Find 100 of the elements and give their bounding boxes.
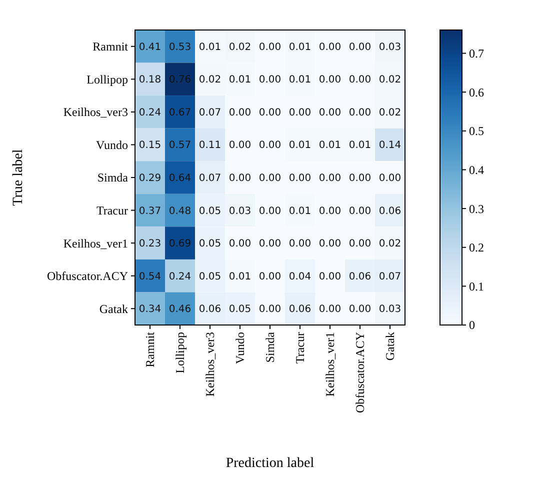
data-label: 0.00 (348, 74, 372, 86)
data-label: 0.24 (168, 271, 192, 282)
data-label: 0.00 (258, 42, 282, 53)
data-label: 0.00 (288, 107, 312, 118)
data-label: 0.00 (228, 238, 252, 250)
y-tick-label: Keilhos_ver1 (63, 236, 128, 250)
data-label: 0.01 (348, 140, 372, 152)
y-tick-label: Ramnit (92, 40, 129, 54)
data-label: 0.53 (168, 42, 192, 53)
data-label: 0.00 (258, 206, 282, 217)
data-label: 0.00 (318, 238, 342, 250)
data-label: 0.05 (198, 271, 222, 282)
x-tick-label: Ramnit (143, 331, 157, 368)
data-label: 0.00 (378, 173, 402, 184)
data-label: 0.02 (378, 238, 402, 250)
data-label: 0.05 (198, 206, 222, 217)
data-label: 0.00 (258, 238, 282, 250)
data-label: 0.00 (258, 74, 282, 86)
data-label: 0.00 (348, 238, 372, 250)
y-tick-label: Simda (97, 170, 129, 185)
data-label: 0.00 (258, 107, 282, 118)
color-bar-label: 0.5 (469, 124, 484, 138)
x-tick-label: Obfuscator.ACY (353, 332, 367, 413)
data-label: 0.00 (318, 271, 342, 282)
color-bar-label: 0.4 (469, 162, 484, 177)
data-label: 0.00 (258, 271, 282, 282)
x-tick-label: Vundo (233, 332, 247, 364)
x-tick-label: Keilhos_ver3 (203, 332, 217, 397)
y-tick-label: Obfuscator.ACY (47, 269, 128, 284)
data-label: 0.02 (228, 42, 252, 53)
data-label: 0.48 (168, 206, 192, 217)
color-bar-label: 0 (469, 318, 475, 332)
data-label: 0.02 (378, 74, 402, 86)
x-tick-label: Simda (263, 331, 277, 363)
x-tick-label: Tracur (293, 332, 307, 364)
data-label: 0.11 (198, 140, 222, 152)
data-label: 0.41 (138, 42, 162, 53)
data-label: 0.02 (198, 74, 222, 86)
y-tick-label: Lollipop (86, 72, 128, 86)
data-label: 0.01 (288, 206, 312, 217)
data-label: 0.00 (318, 206, 342, 217)
color-bar-label: 0.2 (469, 240, 484, 255)
data-label: 0.05 (198, 238, 222, 250)
data-label: 0.00 (288, 173, 312, 184)
data-label: 0.01 (288, 42, 312, 53)
data-label: 0.23 (138, 238, 162, 250)
data-label: 0.06 (288, 304, 312, 316)
x-tick-label: Gatak (383, 332, 397, 361)
data-label: 0.03 (378, 42, 402, 53)
data-label: 0.07 (378, 271, 402, 282)
data-label: 0.76 (168, 74, 192, 86)
data-label: 0.00 (348, 107, 372, 118)
data-label: 0.03 (228, 206, 252, 217)
data-label: 0.57 (168, 140, 192, 152)
data-label: 0.00 (288, 238, 312, 250)
data-label: 0.01 (228, 271, 252, 282)
data-label: 0.37 (138, 206, 162, 217)
data-label: 0.06 (198, 304, 222, 316)
data-label: 0.03 (378, 304, 402, 316)
data-label: 0.01 (288, 140, 312, 152)
color-bar-label: 0.6 (469, 85, 484, 100)
data-label: 0.01 (228, 74, 252, 86)
y-tick-label: Gatak (99, 302, 128, 316)
data-label: 0.05 (228, 304, 252, 316)
color-bar-label: 0.3 (469, 202, 484, 216)
data-label: 0.00 (318, 74, 342, 86)
data-label: 0.00 (348, 173, 372, 184)
data-label: 0.00 (318, 107, 342, 118)
data-label: 0.24 (138, 107, 162, 118)
data-label: 0.69 (168, 238, 192, 250)
x-axis-title: Prediction label (226, 456, 314, 471)
y-axis-title: True label (11, 149, 26, 206)
data-label: 0.07 (198, 107, 222, 118)
data-label: 0.34 (138, 304, 162, 316)
data-label: 0.54 (138, 271, 162, 282)
data-label: 0.14 (378, 140, 402, 152)
data-label: 0.00 (258, 304, 282, 316)
data-label: 0.07 (198, 173, 222, 184)
data-label: 0.00 (258, 140, 282, 152)
data-label: 0.00 (348, 304, 372, 316)
data-label: 0.00 (318, 42, 342, 53)
data-label: 0.02 (378, 107, 402, 118)
data-label: 0.00 (228, 140, 252, 152)
color-bar-label: 0.7 (469, 46, 484, 60)
data-label: 0.01 (288, 74, 312, 86)
y-tick-label: Tracur (96, 203, 128, 218)
data-label: 0.00 (258, 173, 282, 184)
data-label: 0.46 (168, 304, 192, 316)
data-label: 0.64 (168, 173, 192, 184)
data-label: 0.15 (138, 140, 162, 152)
data-label: 0.00 (348, 42, 372, 53)
x-tick-label: Lollipop (173, 332, 187, 374)
data-label: 0.00 (318, 173, 342, 184)
data-label: 0.00 (228, 107, 252, 118)
data-label: 0.00 (318, 304, 342, 316)
y-tick-label: Vundo (96, 138, 128, 152)
data-label: 0.18 (138, 74, 162, 86)
data-label: 0.06 (348, 271, 372, 282)
y-tick-label: Keilhos_ver3 (63, 105, 128, 120)
data-label: 0.67 (168, 107, 192, 118)
